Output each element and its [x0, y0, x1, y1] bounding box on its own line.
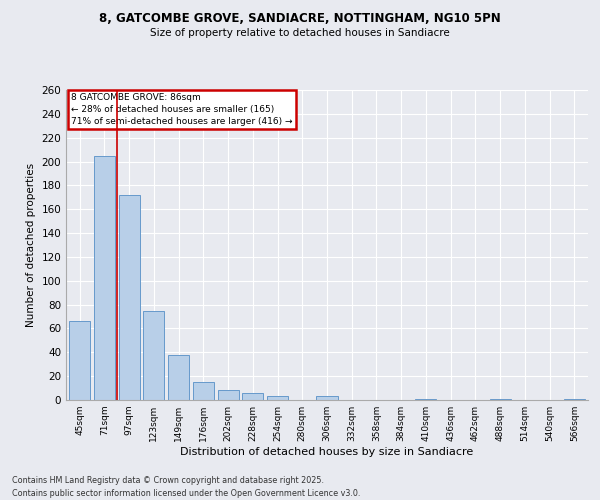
Bar: [316, 396, 338, 400]
Bar: [218, 390, 239, 400]
Bar: [168, 354, 189, 400]
Bar: [415, 399, 436, 400]
X-axis label: Distribution of detached houses by size in Sandiacre: Distribution of detached houses by size …: [181, 447, 473, 457]
Bar: [267, 396, 288, 400]
Text: 8, GATCOMBE GROVE, SANDIACRE, NOTTINGHAM, NG10 5PN: 8, GATCOMBE GROVE, SANDIACRE, NOTTINGHAM…: [99, 12, 501, 26]
Bar: [193, 382, 214, 400]
Bar: [490, 399, 511, 400]
Bar: [119, 195, 140, 400]
Y-axis label: Number of detached properties: Number of detached properties: [26, 163, 36, 327]
Text: 8 GATCOMBE GROVE: 86sqm
← 28% of detached houses are smaller (165)
71% of semi-d: 8 GATCOMBE GROVE: 86sqm ← 28% of detache…: [71, 93, 293, 126]
Bar: [94, 156, 115, 400]
Text: Size of property relative to detached houses in Sandiacre: Size of property relative to detached ho…: [150, 28, 450, 38]
Text: Contains HM Land Registry data © Crown copyright and database right 2025.
Contai: Contains HM Land Registry data © Crown c…: [12, 476, 361, 498]
Bar: [242, 393, 263, 400]
Bar: [564, 399, 585, 400]
Bar: [143, 310, 164, 400]
Bar: [69, 322, 90, 400]
